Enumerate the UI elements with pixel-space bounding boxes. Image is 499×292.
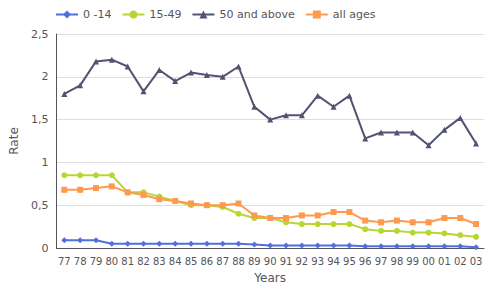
svg-text:91: 91 [280,256,293,267]
svg-text:03: 03 [470,256,483,267]
svg-text:Years: Years [253,271,286,285]
svg-text:96: 96 [359,256,372,267]
svg-text:2: 2 [41,70,48,83]
svg-text:82: 82 [137,256,150,267]
svg-text:95: 95 [343,256,356,267]
svg-text:1: 1 [41,156,48,169]
svg-text:00: 00 [422,256,435,267]
svg-text:80: 80 [105,256,118,267]
svg-text:84: 84 [169,256,182,267]
svg-text:85: 85 [185,256,198,267]
svg-text:87: 87 [216,256,229,267]
svg-text:89: 89 [248,256,261,267]
svg-text:98: 98 [391,256,404,267]
svg-text:0: 0 [41,242,48,255]
svg-text:2,5: 2,5 [31,28,49,41]
svg-text:0 -14: 0 -14 [83,8,111,21]
svg-text:83: 83 [153,256,166,267]
svg-text:all ages: all ages [333,8,376,21]
svg-text:90: 90 [264,256,277,267]
svg-text:Rate: Rate [7,127,21,155]
svg-text:99: 99 [406,256,419,267]
svg-text:88: 88 [232,256,245,267]
svg-text:01: 01 [438,256,451,267]
svg-text:97: 97 [375,256,388,267]
svg-text:79: 79 [90,256,103,267]
svg-text:0,5: 0,5 [31,199,49,212]
svg-text:77: 77 [58,256,71,267]
svg-text:81: 81 [121,256,134,267]
svg-text:93: 93 [311,256,324,267]
svg-text:02: 02 [454,256,467,267]
svg-text:1,5: 1,5 [31,113,49,126]
svg-text:94: 94 [327,256,340,267]
svg-text:50 and above: 50 and above [219,8,295,21]
svg-text:92: 92 [296,256,309,267]
svg-text:86: 86 [200,256,213,267]
svg-text:78: 78 [74,256,87,267]
svg-text:15-49: 15-49 [149,8,181,21]
